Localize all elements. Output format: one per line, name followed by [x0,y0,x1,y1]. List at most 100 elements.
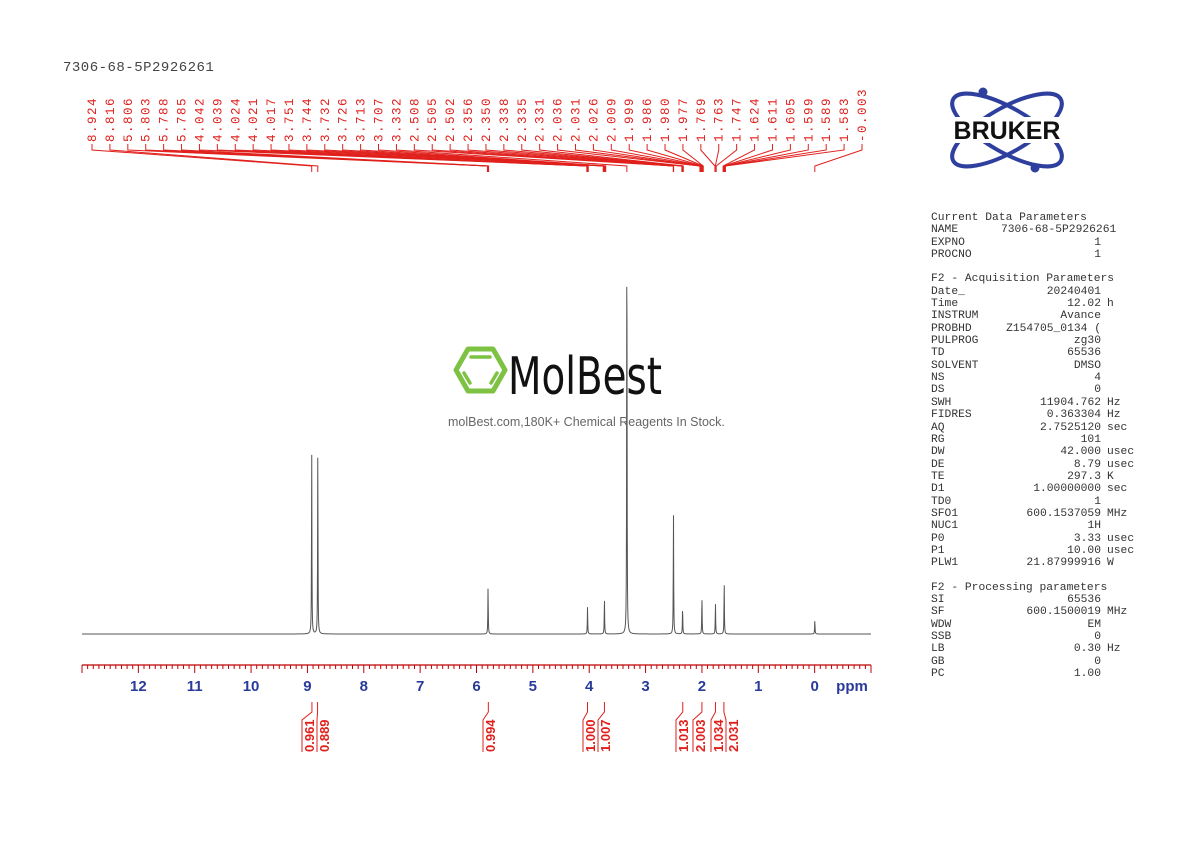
param-unit [1101,384,1107,396]
watermark-tagline: molBest.com,180K+ Chemical Reagents In S… [448,415,725,429]
param-row: NAME 7306-68-5P2926261 [931,224,1134,236]
param-unit: h [1107,298,1114,311]
param-value: 0 [1094,631,1101,643]
peak-leader-line [270,144,589,172]
integral-value: 0.961 [302,719,317,752]
param-unit: sec [1107,483,1128,496]
param-unit [1101,360,1107,372]
param-key: SF [931,606,945,619]
param-key: LB [931,643,945,656]
x-tick-label: 9 [303,678,311,695]
param-value: Z154705_0134 ( [1006,322,1101,335]
param-row: GB 0 [931,656,1134,668]
param-row: NUC1 1H [931,520,1134,532]
peak-label: 3.707 [373,97,387,142]
param-value: 4 [1094,372,1101,385]
integral-bracket [692,702,703,752]
param-value: 0.30 [1073,643,1101,656]
param-key: TD0 [931,495,952,508]
peak-leader-line [610,144,702,172]
param-unit [1101,237,1107,249]
peak-label: 2.338 [498,97,512,142]
x-tick-label: 6 [472,678,480,695]
x-tick-label: 12 [130,678,147,695]
param-unit [1101,249,1107,261]
peak-leader-line [485,144,683,172]
param-key: WDW [931,618,952,631]
x-tick-label: 0 [810,678,818,695]
peak-leader-line [306,144,605,172]
param-value: 42.000 [1060,446,1101,459]
param-row: PULPROG zg30 [931,335,1134,347]
param-value: 600.1500019 [1026,606,1101,619]
peak-label: 1.605 [784,97,798,142]
peak-leader-line [539,144,684,172]
param-value: EM [1087,618,1101,631]
peak-label: 4.021 [247,97,261,142]
integral-bracket [301,702,313,752]
x-axis-label: ppm [836,678,868,695]
peak-label: 2.350 [480,97,494,142]
param-value: 1.00000000 [1033,483,1101,496]
param-value: zg30 [1073,335,1101,348]
param-value: 0 [1094,655,1101,668]
param-key: EXPNO [931,236,965,249]
x-axis: 12 11 10 9 8 7 6 5 4 3 2 1 0 ppm [81,664,872,695]
param-key: PLW1 [931,557,959,570]
param-unit [1101,496,1107,508]
param-key: GB [931,655,945,668]
param-unit [1101,347,1107,359]
param-row: DW 42.000 usec [931,446,1134,458]
param-key: NUC1 [931,520,959,533]
param-row: SSB 0 [931,631,1134,643]
integral-bracket [582,702,589,752]
param-key: TD [931,347,945,360]
peak-leader-line [714,144,720,172]
param-key: DE [931,458,945,471]
param-unit: MHz [1107,507,1128,520]
param-unit [1101,520,1107,532]
peak-label: 2.502 [444,97,458,142]
integral-bracket [675,702,684,752]
peak-label: 1.977 [677,97,691,142]
peak-leader-line [449,144,675,172]
x-tick-label: 4 [585,678,594,695]
param-value: 10.00 [1067,544,1101,557]
param-section-heading: Current Data Parameters [931,212,1087,224]
peak-label: 3.744 [301,97,315,142]
peak-leader-line [724,144,809,172]
param-value: 1 [1094,495,1101,508]
spectrum-trace [82,286,871,635]
molbest-logo: MolBest [453,346,662,407]
param-section-heading: F2 - Processing parameters [931,581,1108,594]
peak-leader-line [378,144,607,172]
peak-label: 1.624 [749,97,763,142]
peak-leader-line [628,144,703,172]
peak-label: 2.036 [552,97,566,142]
integral-value: 1.013 [676,719,691,752]
param-value: 21.87999916 [1026,557,1101,570]
param-row: RG 101 [931,434,1134,446]
peak-leader-line [715,144,738,172]
peak-label: 1.980 [659,97,673,142]
peak-label: 5.788 [158,97,172,142]
param-value: 20240401 [1046,285,1101,298]
param-unit [1101,224,1107,236]
param-key: DW [931,446,945,459]
peak-label: 5.803 [140,97,154,142]
param-key: PC [931,668,945,681]
param-value: 8.79 [1073,458,1101,471]
param-unit [1101,323,1107,335]
peak-label: 2.031 [569,97,583,142]
peak-label: 2.508 [408,97,422,142]
peak-leader-line [664,144,704,172]
peak-label: 1.583 [838,97,852,142]
peak-label: 4.024 [229,97,243,142]
param-row: FIDRES 0.363304 Hz [931,409,1134,421]
integral-bracket [482,702,489,752]
param-key: SSB [931,631,952,643]
peak-label: 4.039 [211,97,225,142]
param-value: Avance [1060,310,1101,323]
param-unit [1101,372,1107,384]
